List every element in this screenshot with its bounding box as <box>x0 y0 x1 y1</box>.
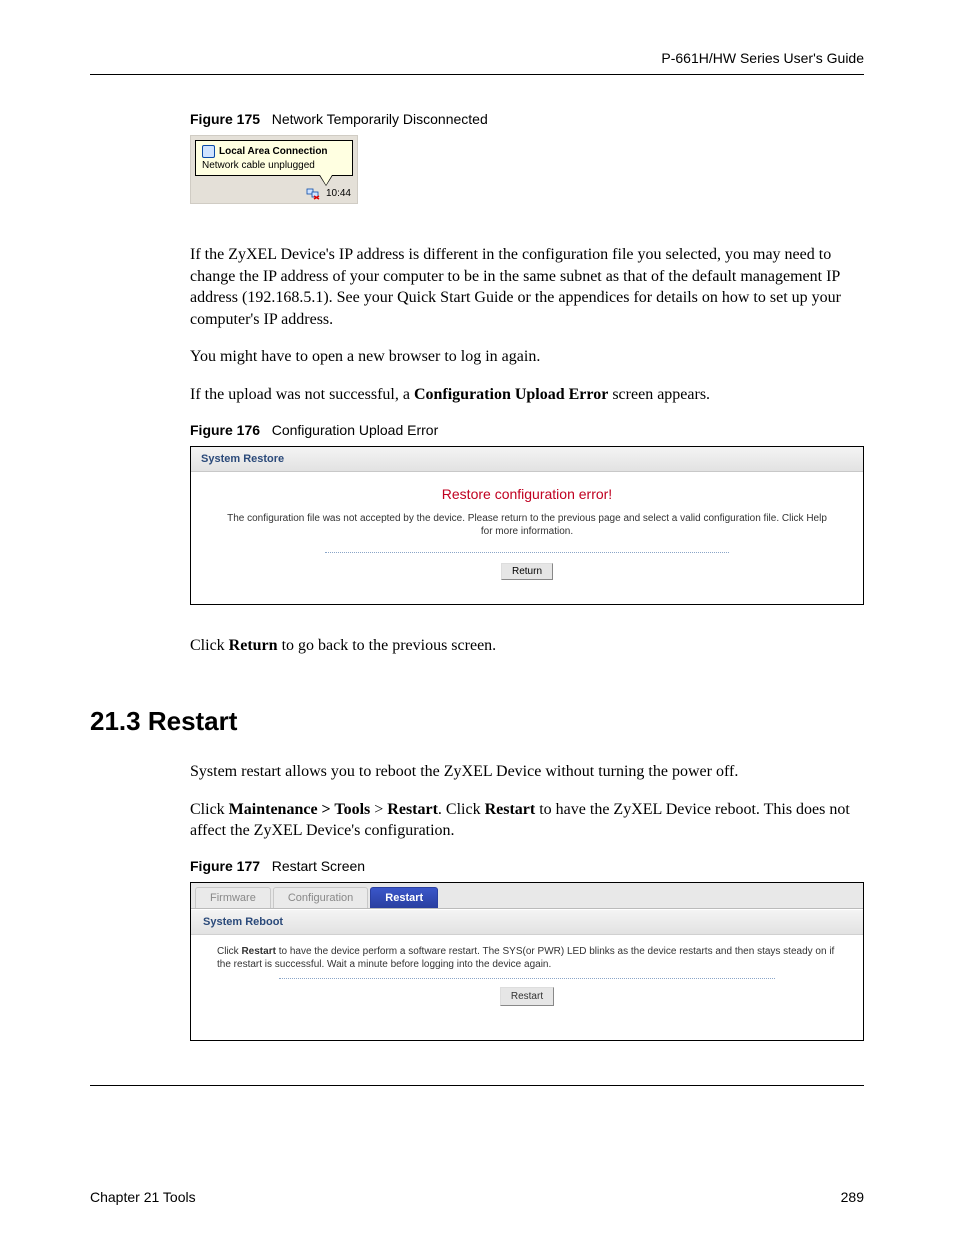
p3a: If the upload was not successful, a <box>190 386 414 403</box>
error-title: Restore configuration error! <box>191 472 863 512</box>
return-button[interactable]: Return <box>501 563 553 580</box>
body-paragraph-6: Click Maintenance > Tools > Restart. Cli… <box>190 799 864 842</box>
p4b: Return <box>229 637 278 654</box>
p6a: Click <box>190 801 229 818</box>
page-header: P-661H/HW Series User's Guide <box>90 50 864 70</box>
p6c: > <box>370 801 387 818</box>
p4a: Click <box>190 637 229 654</box>
figure175-label: Figure 175 <box>190 111 260 127</box>
balloon-subtitle: Network cable unplugged <box>202 160 346 171</box>
figure176-caption: Figure 176 Configuration Upload Error <box>190 422 864 438</box>
p6e: . Click <box>438 801 485 818</box>
section-heading-restart: 21.3 Restart <box>90 706 864 737</box>
tab-restart[interactable]: Restart <box>370 887 438 908</box>
f177c: to have the device perform a software re… <box>217 946 834 971</box>
figure177: Firmware Configuration Restart System Re… <box>190 882 864 1042</box>
body-paragraph-2: You might have to open a new browser to … <box>190 346 864 368</box>
p3c: screen appears. <box>608 386 710 403</box>
figure175: Local Area Connection Network cable unpl… <box>190 135 358 204</box>
p3b: Configuration Upload Error <box>414 386 608 403</box>
figure177-label: Figure 177 <box>190 858 260 874</box>
tab-bar: Firmware Configuration Restart <box>191 883 863 909</box>
figure177-text: Restart Screen <box>272 858 365 874</box>
figure176-text: Configuration Upload Error <box>272 422 439 438</box>
restart-panel-body: Click Restart to have the device perform… <box>191 935 863 1041</box>
f177a: Click <box>217 946 241 957</box>
body-paragraph-1: If the ZyXEL Device's IP address is diff… <box>190 244 864 330</box>
figure176: System Restore Restore configuration err… <box>190 446 864 605</box>
footer-rule <box>90 1085 864 1086</box>
figure175-caption: Figure 175 Network Temporarily Disconnec… <box>190 111 864 127</box>
network-disconnected-icon <box>306 186 320 200</box>
p6d: Restart <box>387 801 438 818</box>
body-paragraph-3: If the upload was not successful, a Conf… <box>190 384 864 406</box>
tab-firmware[interactable]: Firmware <box>195 887 271 908</box>
header-rule <box>90 74 864 75</box>
f177b: Restart <box>241 946 275 957</box>
p6f: Restart <box>485 801 536 818</box>
body-paragraph-5: System restart allows you to reboot the … <box>190 761 864 783</box>
notification-balloon: Local Area Connection Network cable unpl… <box>195 140 353 176</box>
footer-chapter: Chapter 21 Tools <box>90 1189 196 1205</box>
figure177-caption: Figure 177 Restart Screen <box>190 858 864 874</box>
p4c: to go back to the previous screen. <box>278 637 497 654</box>
restart-button[interactable]: Restart <box>500 987 554 1007</box>
figure176-label: Figure 176 <box>190 422 260 438</box>
error-message: The configuration file was not accepted … <box>191 512 863 546</box>
body-paragraph-4: Click Return to go back to the previous … <box>190 635 864 657</box>
balloon-title: Local Area Connection <box>219 146 328 157</box>
separator-line <box>325 552 728 553</box>
p6b: Maintenance > Tools <box>229 801 371 818</box>
balloon-title-row: Local Area Connection <box>202 145 346 158</box>
tab-configuration[interactable]: Configuration <box>273 887 368 908</box>
system-reboot-header: System Reboot <box>191 910 863 935</box>
figure175-text: Network Temporarily Disconnected <box>272 111 488 127</box>
system-restore-header: System Restore <box>191 447 863 472</box>
tray-clock: 10:44 <box>326 188 351 199</box>
network-connection-icon <box>202 145 215 158</box>
separator-line <box>279 978 775 979</box>
footer-page-number: 289 <box>841 1189 864 1205</box>
